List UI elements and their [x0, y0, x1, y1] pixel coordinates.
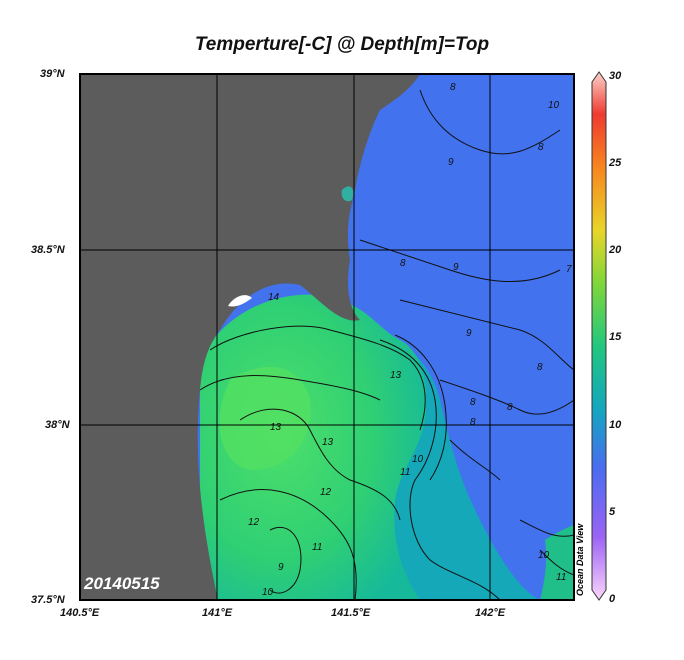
lon-tick-141-5: 141.5°E [331, 607, 371, 619]
contour-label-11c: 11 [556, 572, 566, 583]
southeast-warm-patch [540, 525, 574, 600]
lat-tick-39: 39°N [40, 68, 65, 80]
contour-label-10b: 10 [412, 454, 424, 465]
contour-label-12b: 12 [248, 517, 260, 528]
contour-label-13c: 13 [390, 370, 402, 381]
map-title: Temperture[-C] @ Depth[m]=Top [194, 34, 490, 55]
contour-label-11: 11 [312, 542, 322, 553]
contour-label-10c: 10 [548, 100, 560, 111]
colorbar-tick-5: 5 [609, 506, 616, 518]
contour-lines [199, 89, 574, 600]
lon-tick-142: 142°E [475, 607, 506, 619]
contour-label-11b: 11 [400, 467, 410, 478]
contour-label-12a: 12 [320, 487, 332, 498]
contour-label-9a: 9 [278, 562, 284, 573]
lat-tick-38-5: 38.5°N [31, 244, 65, 256]
colorbar-tick-30: 30 [609, 70, 622, 82]
contour-label-8c: 8 [537, 362, 543, 373]
contour-label-9b: 9 [448, 157, 454, 168]
contour-label-8d: 8 [470, 397, 476, 408]
contour-label-9d: 9 [466, 328, 472, 339]
contour-label-13a: 13 [270, 422, 282, 433]
colorbar-tick-15: 15 [609, 331, 622, 343]
lon-tick-140-5: 140.5°E [60, 607, 100, 619]
plot-frame [79, 73, 575, 601]
lat-tick-37-5: 37.5°N [31, 594, 65, 606]
credit-label: Ocean Data View [575, 523, 585, 596]
contour-label-8a: 8 [400, 258, 406, 269]
colorbar [591, 71, 607, 601]
contour-label-8e: 8 [507, 402, 513, 413]
contour-label-8g: 8 [450, 82, 456, 93]
contour-label-group: 14 13 13 13 12 12 11 10 9 11 10 9 9 9 8 … [248, 82, 572, 598]
colorbar-tick-10: 10 [609, 419, 622, 431]
lat-tick-38: 38°N [45, 419, 70, 431]
lon-tick-141: 141°E [202, 607, 233, 619]
contour-label-8b: 8 [538, 142, 544, 153]
warm-core [219, 366, 311, 470]
colorbar-tick-20: 20 [609, 244, 622, 256]
date-label: 20140515 [84, 574, 160, 593]
contour-label-7: 7 [566, 264, 572, 275]
contour-label-13b: 13 [322, 437, 334, 448]
graticule [80, 74, 574, 600]
contour-label-8f: 8 [470, 417, 476, 428]
colorbar-tick-0: 0 [609, 593, 616, 605]
land-mass [80, 74, 420, 600]
contour-label-10a: 10 [262, 587, 274, 598]
colorbar-tick-25: 25 [609, 157, 622, 169]
contour-label-14: 14 [268, 292, 280, 303]
contour-label-10d: 10 [538, 550, 550, 561]
contour-label-9c: 9 [453, 262, 459, 273]
